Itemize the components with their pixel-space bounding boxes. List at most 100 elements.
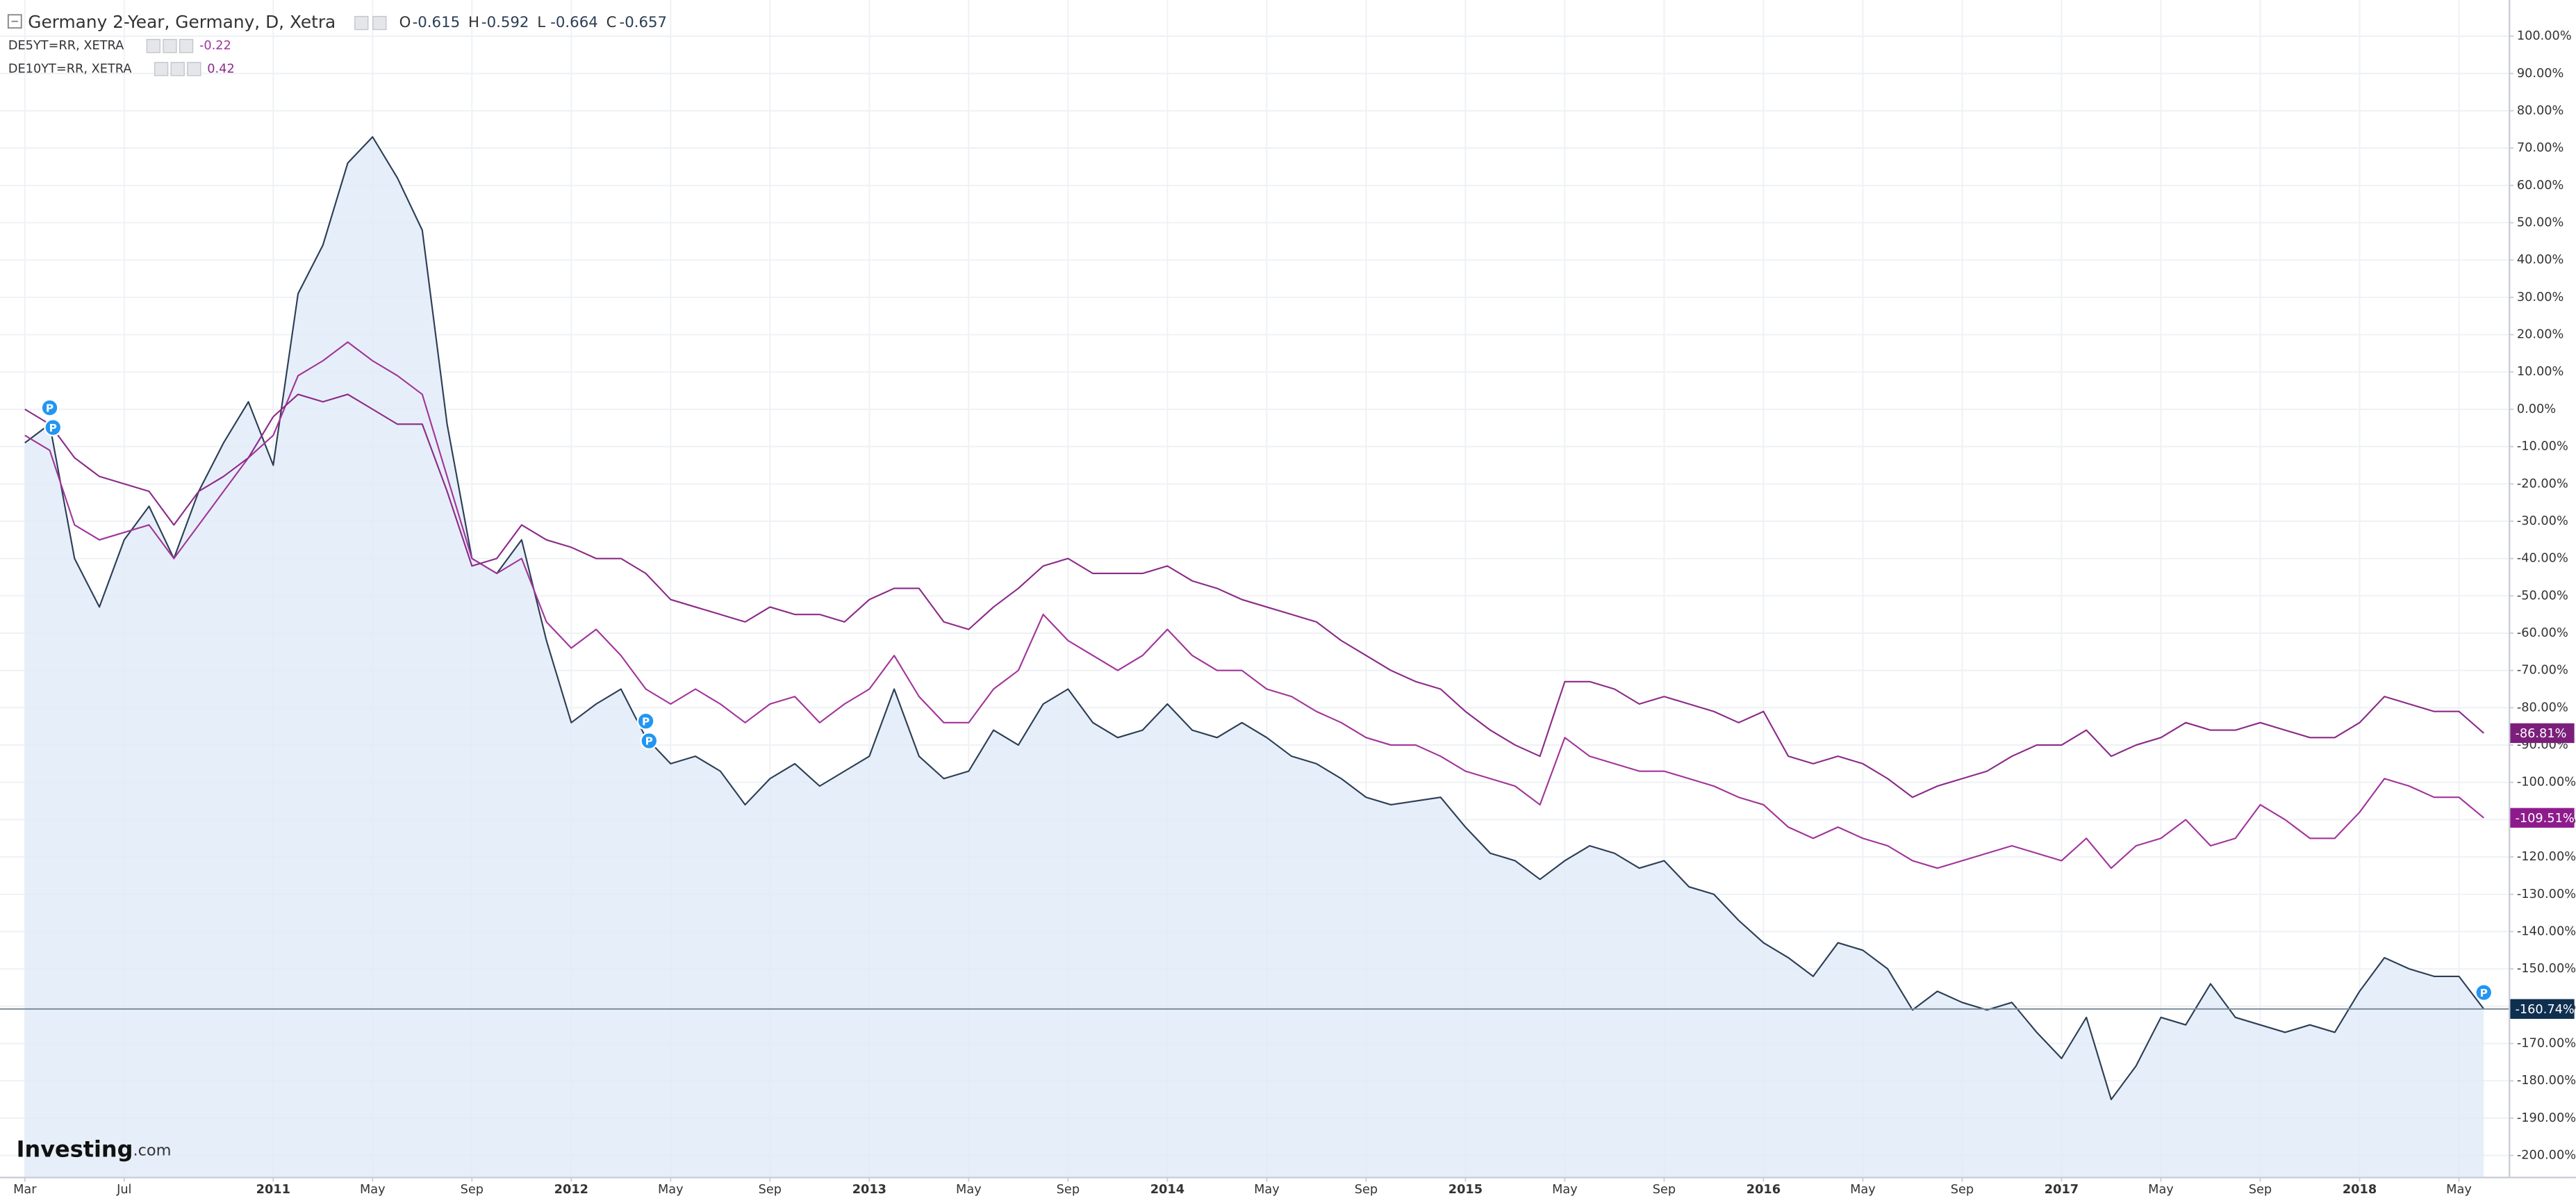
y-tick-label: 10.00% [2517, 365, 2564, 379]
ohlc-label: C [606, 14, 617, 31]
y-tick-label: -70.00% [2517, 664, 2568, 678]
legend-icon[interactable] [170, 62, 185, 76]
y-tick-label: 60.00% [2517, 179, 2564, 193]
event-marker-label: P [46, 402, 53, 414]
legend-icon[interactable] [163, 39, 177, 54]
x-tick-label: May [1850, 1183, 1876, 1197]
x-tick-label: Mar [13, 1183, 37, 1197]
y-tick-label: -200.00% [2517, 1149, 2576, 1163]
x-tick-label: Sep [759, 1183, 782, 1197]
y-tick-label: -150.00% [2517, 962, 2576, 976]
ohlc-label: L [537, 14, 545, 31]
x-tick-label: Sep [1951, 1183, 1974, 1197]
x-tick-label: 2016 [1747, 1183, 1781, 1197]
ohlc-value: -0.657 [620, 14, 668, 31]
y-tick-label: -180.00% [2517, 1074, 2576, 1088]
x-tick-label: May [1254, 1183, 1280, 1197]
y-tick-label: 70.00% [2517, 141, 2564, 155]
event-marker[interactable] [640, 732, 659, 751]
x-tick-label: May [2148, 1183, 2174, 1197]
last-value-label: -109.51% [2515, 812, 2574, 826]
y-tick-label: -50.00% [2517, 589, 2568, 603]
event-marker[interactable] [2475, 983, 2493, 1002]
last-value-label: -86.81% [2515, 727, 2566, 741]
last-value-label: -160.74% [2515, 1003, 2574, 1017]
x-tick-label: 2014 [1150, 1183, 1184, 1197]
last-value-tag [2510, 808, 2575, 828]
x-tick-label: May [360, 1183, 386, 1197]
collapse-icon[interactable] [7, 14, 22, 29]
y-tick-label: 50.00% [2517, 215, 2564, 229]
y-tick-label: -20.00% [2517, 477, 2568, 491]
y-tick-label: -60.00% [2517, 626, 2568, 640]
x-tick-label: Sep [461, 1183, 484, 1197]
x-tick-label: Sep [1355, 1183, 1378, 1197]
last-value-tag [2510, 723, 2575, 744]
watermark-suffix: .com [133, 1141, 171, 1159]
x-tick-label: Sep [1653, 1183, 1676, 1197]
x-tick-label: Sep [1057, 1183, 1080, 1197]
event-marker[interactable] [44, 418, 63, 437]
x-tick-label: 2012 [554, 1183, 588, 1197]
x-tick-label: 2015 [1448, 1183, 1483, 1197]
x-tick-label: 2017 [2045, 1183, 2079, 1197]
legend-value: 0.42 [207, 62, 234, 76]
chart-title: Germany 2-Year, Germany, D, Xetra [28, 12, 336, 32]
x-tick-label: Sep [2249, 1183, 2272, 1197]
y-tick-label: -120.00% [2517, 850, 2576, 864]
y-tick-label: -140.00% [2517, 924, 2576, 938]
ohlc-value: -0.592 [481, 14, 529, 31]
ohlc-value: -0.664 [550, 14, 598, 31]
last-value-tag [2510, 999, 2575, 1019]
line [24, 136, 2485, 1101]
x-tick-label: 2011 [256, 1183, 290, 1197]
y-tick-label: 0.00% [2517, 402, 2556, 416]
legend-value: -0.22 [199, 39, 231, 53]
legend-icon[interactable] [187, 62, 201, 76]
event-marker-label: P [2480, 987, 2488, 999]
legend-entry: DE10YT=RR, XETRA [8, 62, 132, 76]
legend-entry: DE5YT=RR, XETRA [8, 39, 124, 53]
legend-icon[interactable] [146, 39, 160, 54]
y-tick-label: 40.00% [2517, 253, 2564, 267]
x-tick-label: May [956, 1183, 982, 1197]
y-tick-label: -190.00% [2517, 1111, 2576, 1125]
watermark-text: Investing.com [17, 1136, 172, 1162]
x-tick-label: May [658, 1183, 684, 1197]
y-tick-label: -130.00% [2517, 887, 2576, 901]
line [24, 341, 2484, 869]
x-tick-label: Jul [116, 1183, 131, 1197]
y-tick-label: 20.00% [2517, 328, 2564, 342]
x-tick-label: May [1552, 1183, 1578, 1197]
ohlc-label: H [468, 14, 479, 31]
legend: Germany 2-Year, Germany, D, Xetra O -0.61… [7, 12, 668, 76]
y-tick-label: 30.00% [2517, 290, 2564, 304]
y-tick-label: 90.00% [2517, 67, 2564, 81]
event-marker[interactable] [636, 712, 655, 730]
x-tick-label: 2013 [852, 1183, 886, 1197]
event-marker[interactable] [40, 398, 59, 417]
ohlc-label: O [399, 14, 411, 31]
y-tick-label: -80.00% [2517, 701, 2568, 714]
line [24, 393, 2484, 799]
axes-layer: 100.00% 90.00% 80.00% 70.00% 60.00% 50.00% 40.… [13, 29, 2576, 1197]
event-marker-label: P [645, 735, 653, 748]
settings-icon[interactable] [372, 15, 387, 31]
y-tick-label: -40.00% [2517, 552, 2568, 566]
settings-icon[interactable] [354, 15, 369, 31]
y-tick-label: 80.00% [2517, 104, 2564, 117]
watermark: Investing.com [17, 1136, 172, 1162]
event-marker-label: P [49, 422, 57, 434]
legend-icon[interactable] [179, 39, 194, 54]
area [24, 137, 2484, 1177]
y-tick-label: -170.00% [2517, 1037, 2576, 1051]
event-marker-label: P [642, 715, 650, 728]
y-tick-label: 100.00% [2517, 29, 2572, 43]
x-tick-label: 2018 [2343, 1183, 2377, 1197]
ohlc-value: -0.615 [413, 14, 461, 31]
legend-icon[interactable] [154, 62, 169, 76]
y-tick-label: -10.00% [2517, 440, 2568, 454]
